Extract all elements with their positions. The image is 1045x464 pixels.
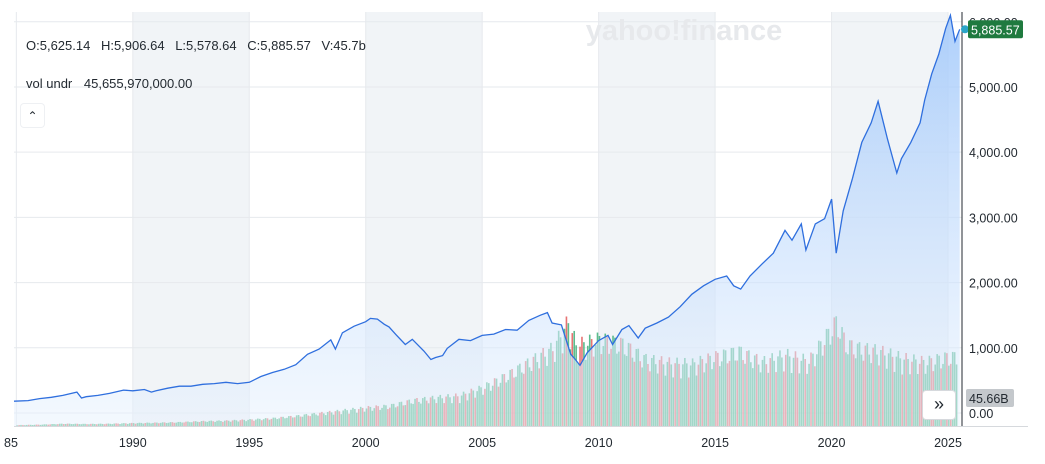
y-tick-label: 2,000.00: [969, 277, 1018, 291]
time-band: [132, 12, 250, 426]
x-tick-label: 1995: [235, 436, 263, 450]
volume-value: V:45.7b: [321, 38, 366, 53]
volume-legend-value: 45,655,970,000.00: [83, 76, 193, 91]
high-value: H:5,906.64: [100, 38, 165, 53]
last-price-dot: [961, 25, 969, 34]
price-line: [13, 12, 961, 402]
x-tick-label: 2015: [701, 436, 729, 450]
y-tick-label: 1,000.00: [969, 342, 1018, 356]
y-tick-label: 5,000.00: [969, 81, 1018, 95]
x-tick-label: 1990: [119, 436, 147, 450]
open-value: O:5,625.14: [26, 38, 91, 53]
x-tick-label: 2025: [934, 436, 962, 450]
price-area: [14, 15, 960, 427]
ohlc-readout: O:5,625.14 H:5,906.64 L:5,578.64 C:5,885…: [26, 38, 373, 53]
y-tick-label: 3,000.00: [969, 211, 1018, 225]
volume-legend-label: vol undr: [26, 76, 73, 91]
volume-legend: vol undr 45,655,970,000.00: [26, 76, 192, 91]
price-tag-text: 5,885.57: [971, 23, 1020, 37]
y-tick-label: 4,000.00: [969, 146, 1018, 160]
x-tick-label: 2020: [818, 436, 846, 450]
collapse-legend-button[interactable]: ⌃: [21, 104, 44, 127]
x-tick-label: 2010: [585, 436, 613, 450]
x-tick-label: 2005: [468, 436, 496, 450]
low-value: L:5,578.64: [175, 38, 237, 53]
close-value: C:5,885.57: [247, 38, 311, 53]
volume-tag-text: 45.66B: [969, 392, 1009, 406]
volume-tag-bg: [966, 389, 1014, 407]
scroll-to-latest-button[interactable]: »: [922, 390, 956, 420]
price-tag-bg: [968, 20, 1023, 39]
x-tick-label: 2000: [352, 436, 380, 450]
watermark-text: yahoo!finance: [586, 15, 783, 47]
y-tick-label: 0.00: [969, 407, 993, 421]
x-tick-label: 85: [4, 436, 18, 450]
